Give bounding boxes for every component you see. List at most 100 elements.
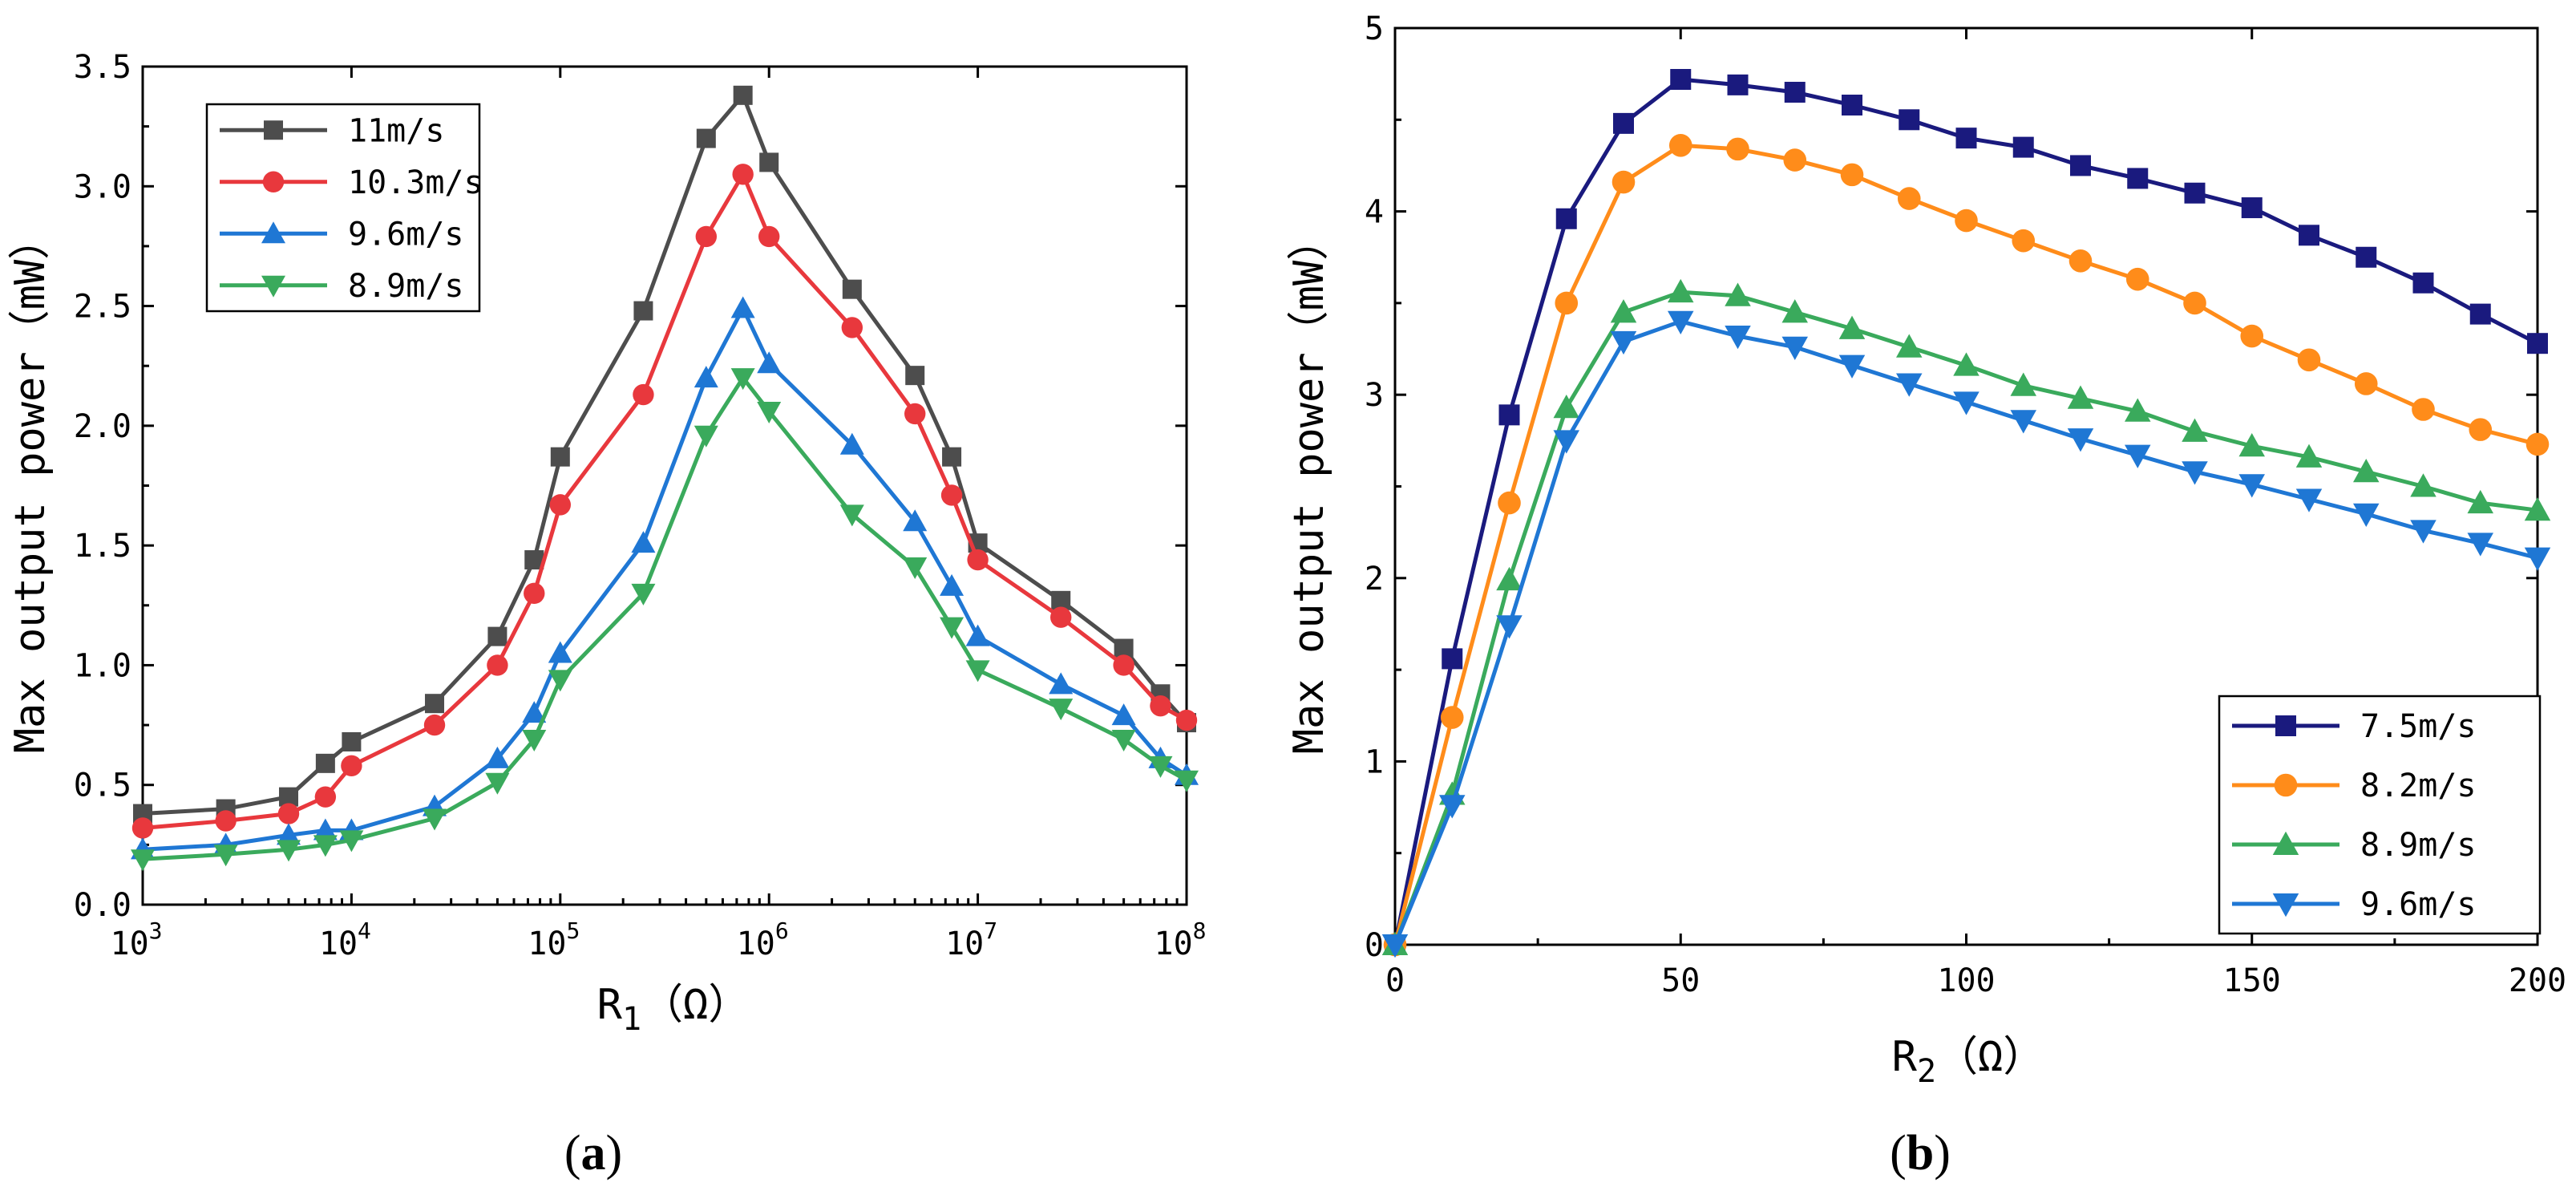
legend-marker	[261, 275, 285, 298]
legend-label: 10.3m/s	[348, 164, 483, 201]
x-axis-title-main: R	[1892, 1033, 1918, 1081]
data-point	[732, 164, 754, 185]
data-point	[633, 383, 654, 406]
data-point	[940, 573, 964, 596]
panel-label-a: (a)	[564, 1126, 622, 1181]
data-point	[633, 301, 653, 321]
data-point	[1050, 606, 1072, 628]
data-point	[2353, 458, 2380, 483]
x-tick-exponent: 4	[358, 917, 371, 944]
data-point	[965, 624, 990, 646]
y-tick-label: 2.5	[74, 289, 131, 326]
y-axis-title: Max output power（mW）	[6, 218, 55, 754]
data-point	[2469, 303, 2491, 325]
data-point	[965, 660, 990, 683]
data-point	[1612, 170, 1636, 194]
data-point	[548, 670, 572, 692]
x-tick-base: 10	[528, 926, 566, 962]
data-point	[757, 401, 782, 423]
y-tick-label: 3.0	[74, 168, 131, 205]
data-point	[1727, 74, 1749, 95]
data-point	[942, 447, 962, 467]
legend-marker	[264, 120, 283, 140]
y-tick-label: 1	[1365, 743, 1384, 780]
data-point	[1668, 310, 1694, 335]
data-point	[694, 425, 718, 448]
data-point	[1148, 755, 1173, 778]
data-point	[2067, 385, 2094, 409]
x-axis-title-unit: （Ω）	[641, 981, 750, 1029]
x-tick-exponent: 3	[149, 917, 163, 944]
data-point	[1498, 491, 1521, 515]
legend: 11m/s 10.3m/s 9.6m/s 8.9m/s	[205, 103, 483, 313]
data-point	[315, 753, 335, 773]
data-point	[2467, 489, 2493, 514]
data-point	[1897, 187, 1921, 210]
data-point	[341, 755, 362, 777]
x-tick-base: 10	[110, 926, 148, 962]
data-point	[1381, 934, 1409, 958]
x-axis-title-unit: （Ω）	[1936, 1033, 2044, 1081]
legend-label: 8.9m/s	[348, 268, 464, 305]
x-tick-label: 104	[319, 917, 371, 962]
data-point	[2412, 272, 2434, 294]
data-point	[2068, 249, 2093, 273]
data-point	[2238, 432, 2265, 457]
x-tick-exponent: 5	[566, 917, 580, 944]
data-point	[1496, 566, 1523, 591]
data-point	[487, 654, 508, 676]
data-point	[131, 849, 155, 872]
data-point	[967, 549, 989, 571]
x-axis-title-main: R	[597, 981, 623, 1029]
data-point	[2240, 324, 2264, 348]
x-tick-label: 200	[2509, 962, 2566, 999]
data-point	[730, 368, 755, 391]
data-point	[1553, 394, 1579, 419]
legend-marker	[2274, 773, 2298, 797]
series-8.2m/s	[1383, 134, 2550, 957]
data-point	[1840, 163, 1864, 187]
data-point	[2010, 372, 2036, 396]
x-tick-exponent: 8	[1193, 917, 1207, 944]
data-point	[215, 810, 237, 832]
y-tick-label: 2.0	[74, 408, 131, 445]
legend-label: 11m/s	[348, 112, 444, 149]
data-point	[1496, 615, 1523, 639]
data-point	[1175, 770, 1199, 792]
data-point	[313, 835, 338, 857]
data-point	[696, 128, 716, 148]
y-tick-label: 5	[1365, 10, 1384, 47]
data-point	[1953, 391, 1980, 415]
data-point	[2127, 168, 2149, 189]
data-point	[841, 317, 863, 338]
data-point	[730, 296, 755, 318]
data-point	[2356, 246, 2377, 268]
data-point	[903, 509, 928, 532]
data-point	[2067, 428, 2094, 452]
x-axis-title-subscript: 2	[1917, 1053, 1936, 1090]
data-point	[1725, 326, 1751, 350]
data-point	[759, 152, 779, 172]
legend-box	[205, 103, 481, 313]
data-point	[2125, 444, 2151, 468]
data-point	[1668, 134, 1692, 157]
data-point	[1781, 336, 1808, 361]
y-tick-label: 2	[1365, 561, 1384, 597]
data-point	[2410, 473, 2436, 497]
data-point	[903, 557, 928, 580]
data-point	[1442, 648, 1463, 670]
data-point	[1498, 404, 1520, 426]
data-point	[1049, 672, 1074, 695]
data-point	[2467, 533, 2493, 557]
data-point	[313, 818, 338, 840]
series-9.6m/s	[1381, 310, 2551, 958]
x-tick-label: 150	[2223, 962, 2281, 999]
data-point	[1555, 208, 1577, 229]
x-tick-label: 0	[1385, 962, 1405, 999]
data-point	[485, 746, 510, 768]
data-point	[1111, 729, 1136, 751]
data-point	[1610, 299, 1637, 323]
data-point	[2238, 474, 2265, 498]
data-point	[1111, 703, 1136, 726]
